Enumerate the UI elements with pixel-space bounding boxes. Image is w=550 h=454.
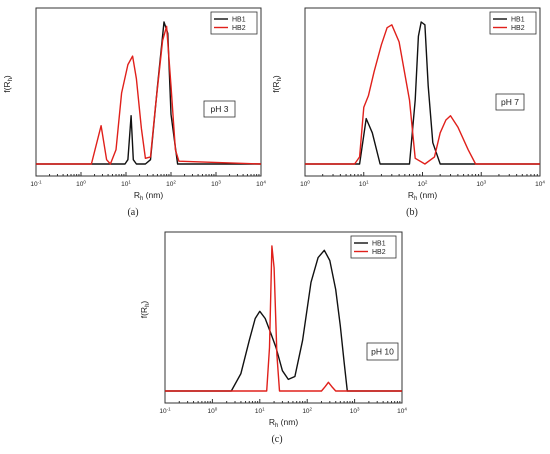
x-tick-label: 101	[255, 407, 265, 416]
y-axis-label: f(Rh)	[271, 75, 283, 93]
legend-box	[350, 235, 397, 259]
legend-box	[210, 11, 258, 35]
x-tick-label: 104	[397, 407, 407, 416]
x-tick-label: 104	[535, 180, 545, 189]
panel-label: (c)	[271, 434, 282, 445]
panel-label: (b)	[406, 207, 418, 218]
series-line-hb1	[305, 21, 540, 165]
x-tick-label: 10-1	[30, 180, 42, 189]
x-tick-label: 102	[166, 180, 176, 189]
legend-label: HB1	[232, 17, 246, 24]
annotation-box	[495, 93, 525, 111]
x-tick-label: 101	[359, 180, 369, 189]
legend-label: HB1	[511, 17, 525, 24]
annotation-box	[366, 342, 399, 361]
legend-box	[489, 11, 537, 35]
annotation-box	[203, 100, 236, 118]
annotation-label: pH 7	[501, 97, 519, 107]
x-tick-label: 102	[418, 180, 428, 189]
annotation-label: pH 3	[211, 104, 229, 114]
x-axis-label: Rh (nm)	[408, 190, 437, 202]
x-tick-label: 104	[256, 180, 266, 189]
x-axis-label: Rh (nm)	[134, 190, 163, 202]
y-axis-label: f(Rh)	[139, 301, 151, 319]
plot-frame	[164, 231, 403, 404]
series-line-hb2	[36, 25, 262, 165]
x-tick-label: 101	[121, 180, 131, 189]
series-line-hb2	[165, 245, 402, 392]
legend-label: HB1	[372, 241, 386, 248]
y-axis-label: f(Rh)	[2, 75, 14, 93]
legend-label: HB2	[232, 25, 246, 32]
x-tick-label: 103	[476, 180, 486, 189]
x-tick-label: 100	[76, 180, 86, 189]
x-tick-label: 103	[211, 180, 221, 189]
x-tick-label: 10-1	[159, 407, 171, 416]
x-tick-label: 100	[208, 407, 218, 416]
series-line-hb1	[165, 249, 402, 392]
plot-frame	[35, 7, 262, 177]
x-axis-label: Rh (nm)	[269, 417, 298, 429]
x-tick-label: 103	[350, 407, 360, 416]
panel-label: (a)	[127, 207, 138, 218]
legend-label: HB2	[511, 25, 525, 32]
series-line-hb2	[305, 24, 540, 165]
x-tick-label: 102	[302, 407, 312, 416]
x-tick-label: 100	[300, 180, 310, 189]
annotation-label: pH 10	[371, 347, 394, 357]
series-line-hb1	[36, 21, 261, 165]
legend-label: HB2	[372, 249, 386, 256]
